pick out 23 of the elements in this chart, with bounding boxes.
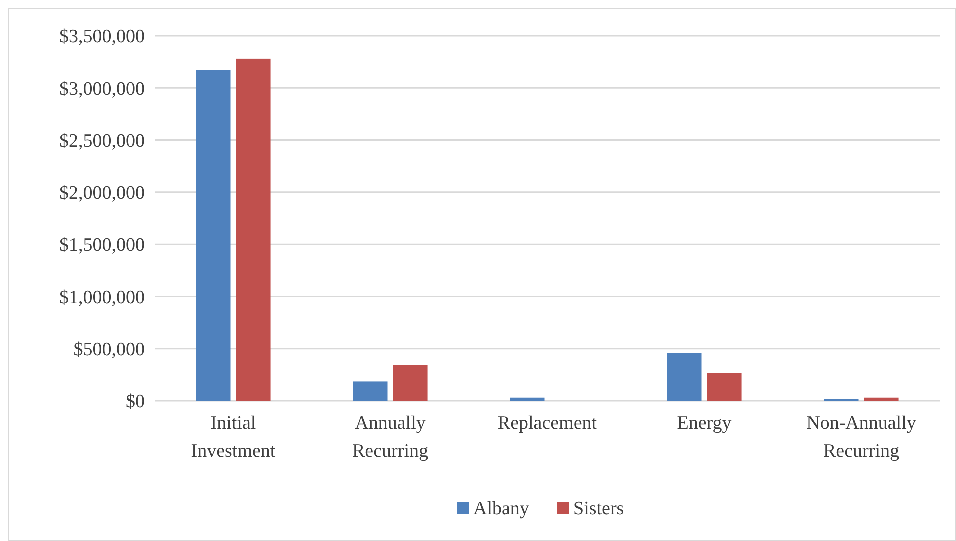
legend-label: Albany: [474, 498, 530, 520]
bar: [393, 365, 428, 401]
x-tick-label: Annually Recurring: [352, 413, 429, 462]
bar: [196, 70, 231, 401]
y-tick-label: $500,000: [74, 340, 145, 361]
x-tick-label: Non-Annually Recurring: [806, 413, 917, 462]
bar: [353, 382, 388, 401]
y-tick-label: $1,500,000: [60, 235, 145, 256]
y-tick-label: $3,000,000: [60, 78, 145, 100]
x-tick-label: Initial Investment: [191, 413, 276, 462]
x-tick-label: Energy: [677, 413, 732, 434]
bar: [667, 353, 702, 401]
bar: [707, 373, 742, 401]
y-tick-label: $2,500,000: [60, 130, 145, 152]
y-tick-label: $2,000,000: [60, 183, 145, 204]
bar: [864, 398, 899, 401]
bar: [236, 58, 271, 401]
legend-label: Sisters: [574, 498, 624, 520]
bar: [510, 398, 545, 401]
y-tick-label: $0: [126, 392, 145, 413]
x-tick-label: Replacement: [498, 413, 598, 434]
y-tick-label: $1,000,000: [60, 287, 145, 308]
y-tick-label: $3,500,000: [60, 26, 145, 48]
